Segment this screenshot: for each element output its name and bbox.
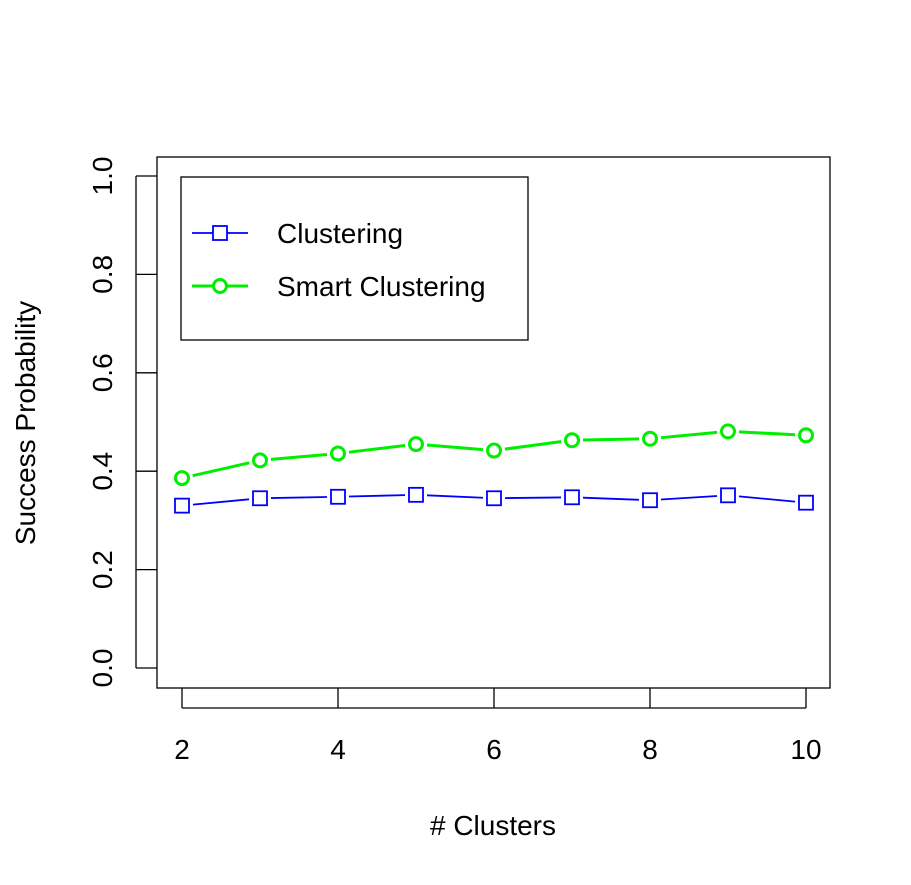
data-point-circle — [720, 423, 736, 440]
data-point-square — [252, 490, 268, 507]
series-layer — [174, 423, 814, 514]
series-line-segment — [660, 430, 718, 440]
series-line-segment — [660, 495, 718, 501]
y-tick-label: 0.4 — [87, 452, 118, 491]
legend-entry-0: Clustering — [192, 218, 403, 249]
y-tick-label: 1.0 — [87, 157, 118, 196]
series-line-segment — [582, 437, 640, 442]
data-point-square — [720, 487, 736, 504]
data-point-square — [642, 492, 658, 509]
y-tick-label: 0.6 — [87, 353, 118, 392]
data-point-square — [564, 489, 580, 506]
legend-label: Clustering — [277, 218, 403, 249]
data-point-square — [486, 490, 502, 507]
series-line-segment — [270, 496, 328, 499]
series-line-segment — [738, 430, 796, 437]
series-line-segment — [270, 452, 328, 461]
x-tick-label: 10 — [790, 734, 821, 765]
series-line-segment — [348, 494, 406, 498]
y-axis-title: Success Probability — [10, 301, 41, 545]
series-line-segment — [192, 461, 250, 478]
x-tick-label: 2 — [174, 734, 190, 765]
data-point-square — [174, 497, 190, 514]
data-point-circle — [252, 452, 268, 469]
y-axis: 0.0 0.2 0.4 0.6 0.8 1.0 — [87, 157, 157, 688]
x-tick-label: 6 — [486, 734, 502, 765]
x-axis-title: # Clusters — [430, 810, 556, 841]
x-tick-label: 4 — [330, 734, 346, 765]
x-axis: 2 4 6 8 10 — [174, 688, 822, 765]
data-point-square — [408, 486, 424, 503]
legend-box — [180, 176, 529, 341]
data-point-circle — [642, 430, 658, 447]
series-line-segment — [582, 496, 640, 501]
data-point-circle — [174, 470, 190, 487]
series-line-segment — [348, 443, 406, 454]
data-point-circle — [330, 445, 346, 462]
y-tick-label: 0.0 — [87, 649, 118, 688]
y-tick-label: 0.8 — [87, 255, 118, 294]
y-tick-label: 0.2 — [87, 550, 118, 589]
data-point-square — [330, 488, 346, 505]
series-line-segment — [426, 494, 484, 499]
series-line-segment — [738, 495, 796, 503]
legend-marker-circle — [212, 278, 228, 294]
x-tick-label: 8 — [642, 734, 658, 765]
data-point-circle — [798, 427, 814, 444]
data-point-circle — [564, 432, 580, 449]
data-point-circle — [408, 436, 424, 453]
legend-marker-square — [212, 225, 228, 241]
series-line-segment — [504, 496, 562, 500]
series-line-segment — [504, 440, 562, 451]
legend-entry-1: Smart Clustering — [192, 271, 486, 302]
data-point-square — [798, 494, 814, 511]
legend-label: Smart Clustering — [277, 271, 486, 302]
series-0 — [174, 486, 814, 514]
series-line-segment — [426, 443, 484, 452]
series-line-segment — [192, 498, 250, 506]
series-1 — [174, 423, 814, 487]
legend: Clustering Smart Clustering — [180, 176, 529, 341]
data-point-circle — [486, 442, 502, 459]
